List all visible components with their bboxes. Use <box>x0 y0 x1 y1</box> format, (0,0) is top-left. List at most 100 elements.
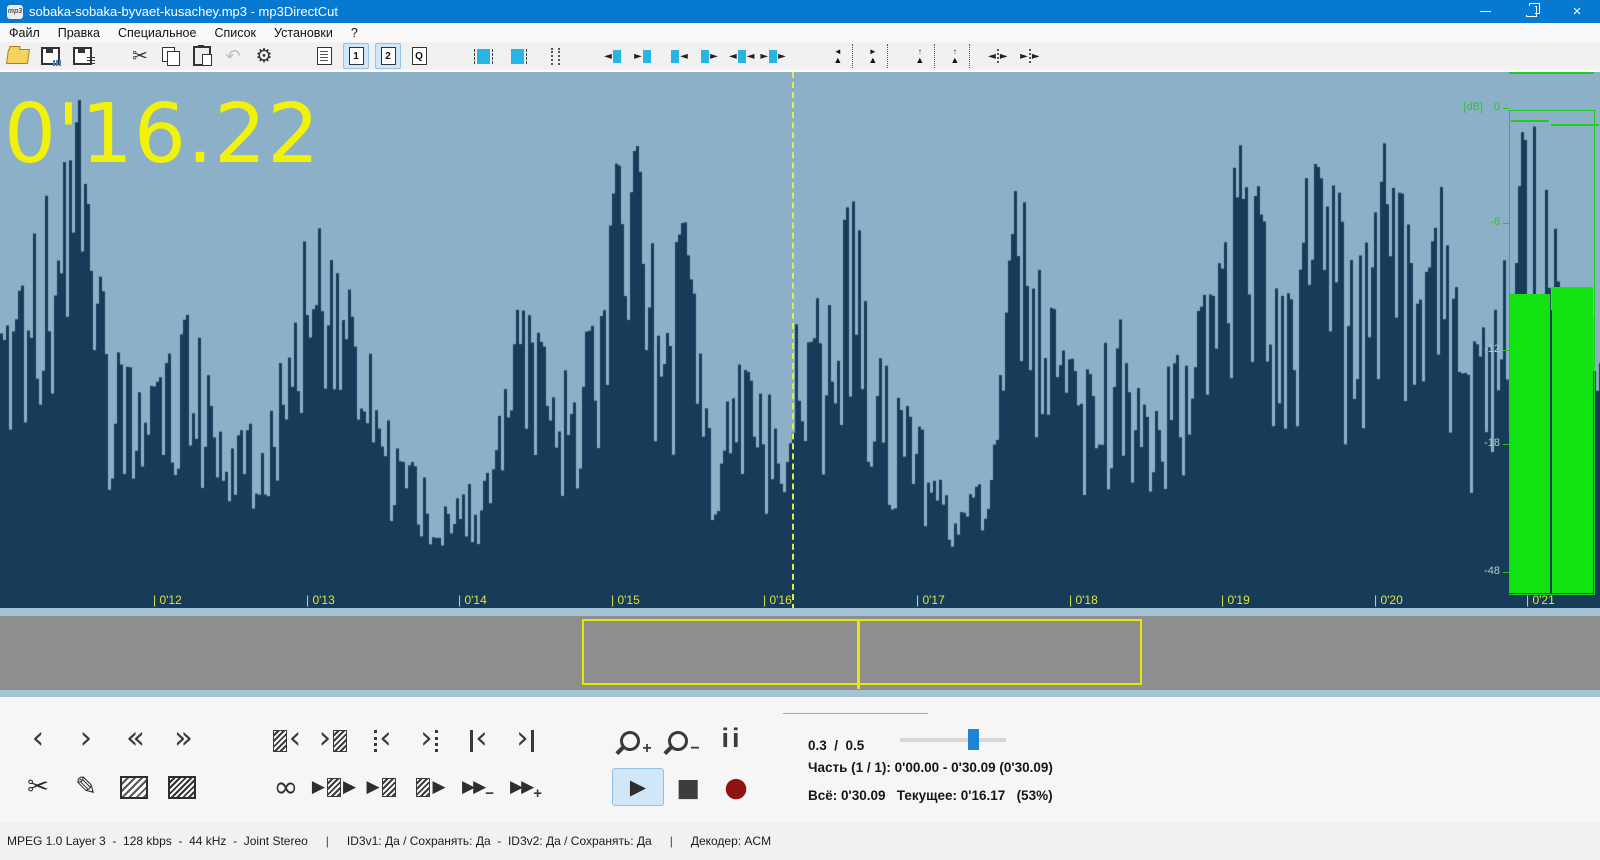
save-audio-button[interactable] <box>38 44 62 68</box>
peak-hold-left <box>1511 120 1549 122</box>
jump-back-button[interactable]: « <box>126 719 145 756</box>
sel-both-in-button[interactable]: ◄ ◄ <box>729 49 755 63</box>
cut-button[interactable]: ✂ <box>128 44 152 68</box>
play-cursor[interactable] <box>792 72 794 610</box>
marker-drop-button[interactable]: ↑ ▲ <box>943 44 970 68</box>
fade-section-button[interactable] <box>110 767 158 807</box>
marker-prev-button[interactable]: ◄ ▲ <box>826 44 853 68</box>
step-forward-button[interactable]: › <box>79 719 93 756</box>
arrow-right-icon: ► <box>634 50 642 62</box>
zoom-slider[interactable] <box>900 729 1006 750</box>
goto-end-button[interactable]: › <box>502 721 550 761</box>
status-decoder: Декодер: ACM <box>690 834 772 848</box>
play-to-sel-button[interactable]: ▶ <box>358 767 406 807</box>
meter-level-right <box>1552 287 1593 593</box>
open-folder-icon <box>5 48 31 64</box>
waveform-display[interactable] <box>0 72 1600 610</box>
scissors-icon: ✂ <box>132 45 148 67</box>
record-button[interactable]: ● <box>712 767 760 807</box>
copy-button[interactable] <box>159 44 183 68</box>
settings-button[interactable]: ⚙ <box>252 44 276 68</box>
panel-divider <box>783 713 928 714</box>
edit-button[interactable]: ✎ <box>62 767 110 807</box>
loop-button[interactable]: ∞ <box>262 767 310 807</box>
nav-track[interactable] <box>0 616 1600 690</box>
zoom-out-button[interactable]: − <box>660 721 708 761</box>
nav-separator-top <box>0 608 1600 616</box>
loop-icon: ∞ <box>273 769 299 805</box>
meter-level-left <box>1510 294 1550 593</box>
time-label: | 0'14 <box>458 593 487 607</box>
sel-start-left-button[interactable]: ◄ <box>601 44 625 68</box>
db-tick <box>1503 444 1509 445</box>
close-button[interactable]: × <box>1554 0 1600 23</box>
goto-start-button[interactable]: ‹ <box>454 721 502 761</box>
time-label: | 0'19 <box>1221 593 1250 607</box>
zoom-in-button[interactable]: + <box>612 721 660 761</box>
deselect-button[interactable] <box>543 44 567 68</box>
level-section-button[interactable] <box>158 767 206 807</box>
undo-icon: ↶ <box>225 45 241 67</box>
play-around-cut-button[interactable]: ▶ ▶ <box>311 776 357 797</box>
cut-selection-button[interactable]: ✂ <box>14 767 62 807</box>
nav-view-window[interactable] <box>582 619 1142 685</box>
select-all-button[interactable] <box>471 44 495 68</box>
hatch-outline-icon <box>120 775 148 799</box>
goto-prev-cue-button[interactable]: ‹ <box>358 721 406 761</box>
time-label: | 0'18 <box>1069 593 1098 607</box>
meter-minus6-line <box>1509 72 1594 74</box>
save-list-button[interactable] <box>70 44 95 68</box>
take1-button[interactable]: 1 <box>343 43 369 69</box>
paste-button[interactable] <box>190 44 214 68</box>
peak-hold-right <box>1551 124 1599 126</box>
menu-item-special[interactable]: Специальное <box>117 25 197 40</box>
play-button[interactable]: ▶ <box>612 768 664 806</box>
title-bar[interactable]: mp3 sobaka-sobaka-byvaet-kusachey.mp3 - … <box>0 0 1600 23</box>
sel-start-right-button[interactable]: ► <box>631 44 655 68</box>
step-back-button[interactable]: ‹ <box>31 719 45 756</box>
db-label: -18 <box>1484 437 1500 449</box>
pause-button[interactable]: ii <box>708 721 756 761</box>
take2-button[interactable]: 2 <box>375 43 401 69</box>
menu-item-list[interactable]: Список <box>214 25 257 40</box>
undo-button[interactable]: ↶ <box>221 44 245 68</box>
goto-next-cue-button[interactable]: › <box>406 721 454 761</box>
gear-icon: ⚙ <box>255 45 273 67</box>
status-bar: MPEG 1.0 Layer 3 - 128 kbps - 44 kHz - J… <box>0 822 1600 860</box>
zoom-level-text: 0.3 / 0.5 <box>808 738 865 753</box>
sel-both-out-button[interactable]: ► ► <box>760 49 786 63</box>
open-file-button[interactable] <box>5 44 31 68</box>
nudge-in-button[interactable]: ◄ ► <box>988 49 1008 63</box>
menu-item-help[interactable]: ? <box>350 25 358 40</box>
speed-up-button[interactable]: ▶▶ + <box>510 776 542 802</box>
menu-item-edit[interactable]: Правка <box>57 25 100 40</box>
nav-position-cursor[interactable] <box>857 619 860 689</box>
zoom-slider-track[interactable] <box>900 738 1006 742</box>
play-button-cell: ▶ <box>612 767 664 807</box>
pause-icon: ii <box>721 722 743 753</box>
db-tick <box>1503 108 1509 109</box>
nudge-out-button[interactable]: ► ► <box>1020 49 1040 63</box>
file-info-button[interactable] <box>312 44 336 68</box>
sel-end-right-button[interactable]: ► <box>697 44 721 68</box>
minimize-button[interactable] <box>1462 0 1508 23</box>
queue-button[interactable]: Q <box>407 44 431 68</box>
db-tick <box>1503 350 1509 351</box>
play-from-sel-button[interactable]: ▶ <box>406 767 454 807</box>
speed-down-button[interactable]: ▶▶ − <box>462 776 494 802</box>
zoom-slider-handle[interactable] <box>968 729 979 750</box>
scissors-icon: ✂ <box>27 772 49 802</box>
goto-sel-end-button[interactable]: › <box>310 721 358 761</box>
stop-button[interactable]: ■ <box>664 767 712 807</box>
menu-item-file[interactable]: Файл <box>9 25 40 40</box>
goto-sel-start-button[interactable]: ‹ <box>262 721 310 761</box>
jump-forward-button[interactable]: » <box>174 719 193 756</box>
select-to-end-button[interactable] <box>507 44 531 68</box>
sel-end-left-button[interactable]: ◄ <box>667 44 691 68</box>
menu-item-settings[interactable]: Установки <box>274 25 333 40</box>
marker-set-button[interactable]: ↑ ▲ <box>908 44 935 68</box>
time-label: | 0'12 <box>153 593 182 607</box>
doc2-icon: 2 <box>380 47 396 65</box>
marker-next-button[interactable]: ► ▲ <box>861 44 888 68</box>
restore-button[interactable] <box>1508 0 1554 23</box>
